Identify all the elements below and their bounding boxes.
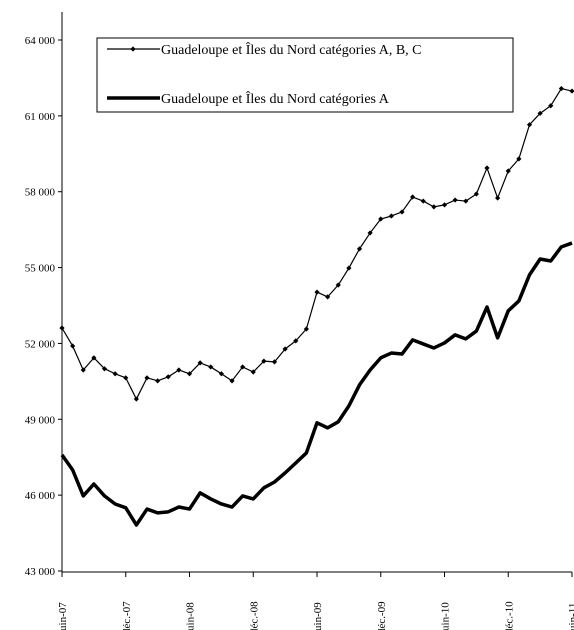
data-point xyxy=(463,198,469,204)
data-point xyxy=(367,230,373,236)
data-point xyxy=(569,88,574,94)
series-line xyxy=(60,241,573,527)
data-point xyxy=(441,202,448,208)
data-point xyxy=(346,265,352,271)
data-point xyxy=(303,326,309,332)
data-point xyxy=(261,358,267,364)
x-tick-label: juin-07 xyxy=(57,602,69,630)
y-tick-label: 49 000 xyxy=(25,414,56,426)
data-point xyxy=(144,375,150,381)
data-point xyxy=(484,165,490,171)
data-point xyxy=(410,194,416,200)
legend: Guadeloupe et Îles du Nord catégories A,… xyxy=(96,37,514,113)
y-tick-label: 58 000 xyxy=(25,187,56,199)
x-tick-label: juin-10 xyxy=(440,602,452,630)
data-point xyxy=(431,204,437,210)
y-tick-label: 46 000 xyxy=(25,490,56,502)
data-point xyxy=(293,338,299,344)
data-point xyxy=(388,213,394,219)
data-point xyxy=(452,197,458,203)
plot-area: 43 000 46 000 49 000 52 000 55 000 58 000 61 0… xyxy=(25,35,574,630)
data-point xyxy=(335,282,341,288)
data-point xyxy=(537,110,543,116)
data-point xyxy=(123,375,129,381)
x-tick-label: déc.-07 xyxy=(121,601,133,630)
data-point xyxy=(558,85,564,92)
data-point xyxy=(356,246,363,252)
data-point xyxy=(473,191,479,197)
legend-box xyxy=(96,37,514,113)
data-point xyxy=(70,343,76,349)
data-point xyxy=(176,367,182,373)
data-point xyxy=(516,156,522,162)
x-tick-label: juin-09 xyxy=(312,602,324,630)
data-point xyxy=(282,346,288,352)
data-point xyxy=(155,378,161,384)
data-point xyxy=(325,294,331,300)
y-tick-label: 64 000 xyxy=(25,35,56,47)
x-tick-label: déc.-08 xyxy=(248,601,260,630)
x-tick-label: juin-08 xyxy=(185,602,197,630)
data-point xyxy=(314,289,320,295)
data-point xyxy=(271,359,278,365)
data-point xyxy=(526,122,533,128)
data-point xyxy=(218,371,224,377)
data-point xyxy=(165,374,171,380)
y-tick-label: 52 000 xyxy=(25,338,56,350)
data-point xyxy=(59,325,65,331)
data-point xyxy=(378,216,384,222)
data-point xyxy=(240,364,246,370)
legend-label: Guadeloupe et Îles du Nord catégories A,… xyxy=(161,41,422,58)
y-tick-label: 43 000 xyxy=(25,566,56,578)
data-point xyxy=(250,369,256,375)
data-point xyxy=(91,355,97,361)
data-point xyxy=(420,198,426,204)
data-point xyxy=(197,360,203,366)
x-tick-label: déc.-10 xyxy=(503,601,515,630)
data-point xyxy=(548,103,554,109)
data-point xyxy=(80,367,86,373)
x-tick-label: juin-11 xyxy=(567,603,574,630)
data-point xyxy=(495,195,501,201)
y-tick-label: 61 000 xyxy=(25,111,56,123)
y-tick-label: 55 000 xyxy=(25,263,56,275)
data-point xyxy=(505,168,511,174)
data-point xyxy=(399,209,405,215)
data-point xyxy=(112,371,118,377)
legend-marker xyxy=(130,46,136,52)
x-tick-label: déc.-09 xyxy=(376,601,388,630)
data-point xyxy=(229,378,235,384)
data-point xyxy=(133,396,139,402)
data-point xyxy=(208,364,214,370)
legend-label: Guadeloupe et Îles du Nord catégories A xyxy=(161,90,390,107)
series-line xyxy=(61,87,573,400)
data-point xyxy=(101,366,108,372)
data-point xyxy=(186,371,193,377)
